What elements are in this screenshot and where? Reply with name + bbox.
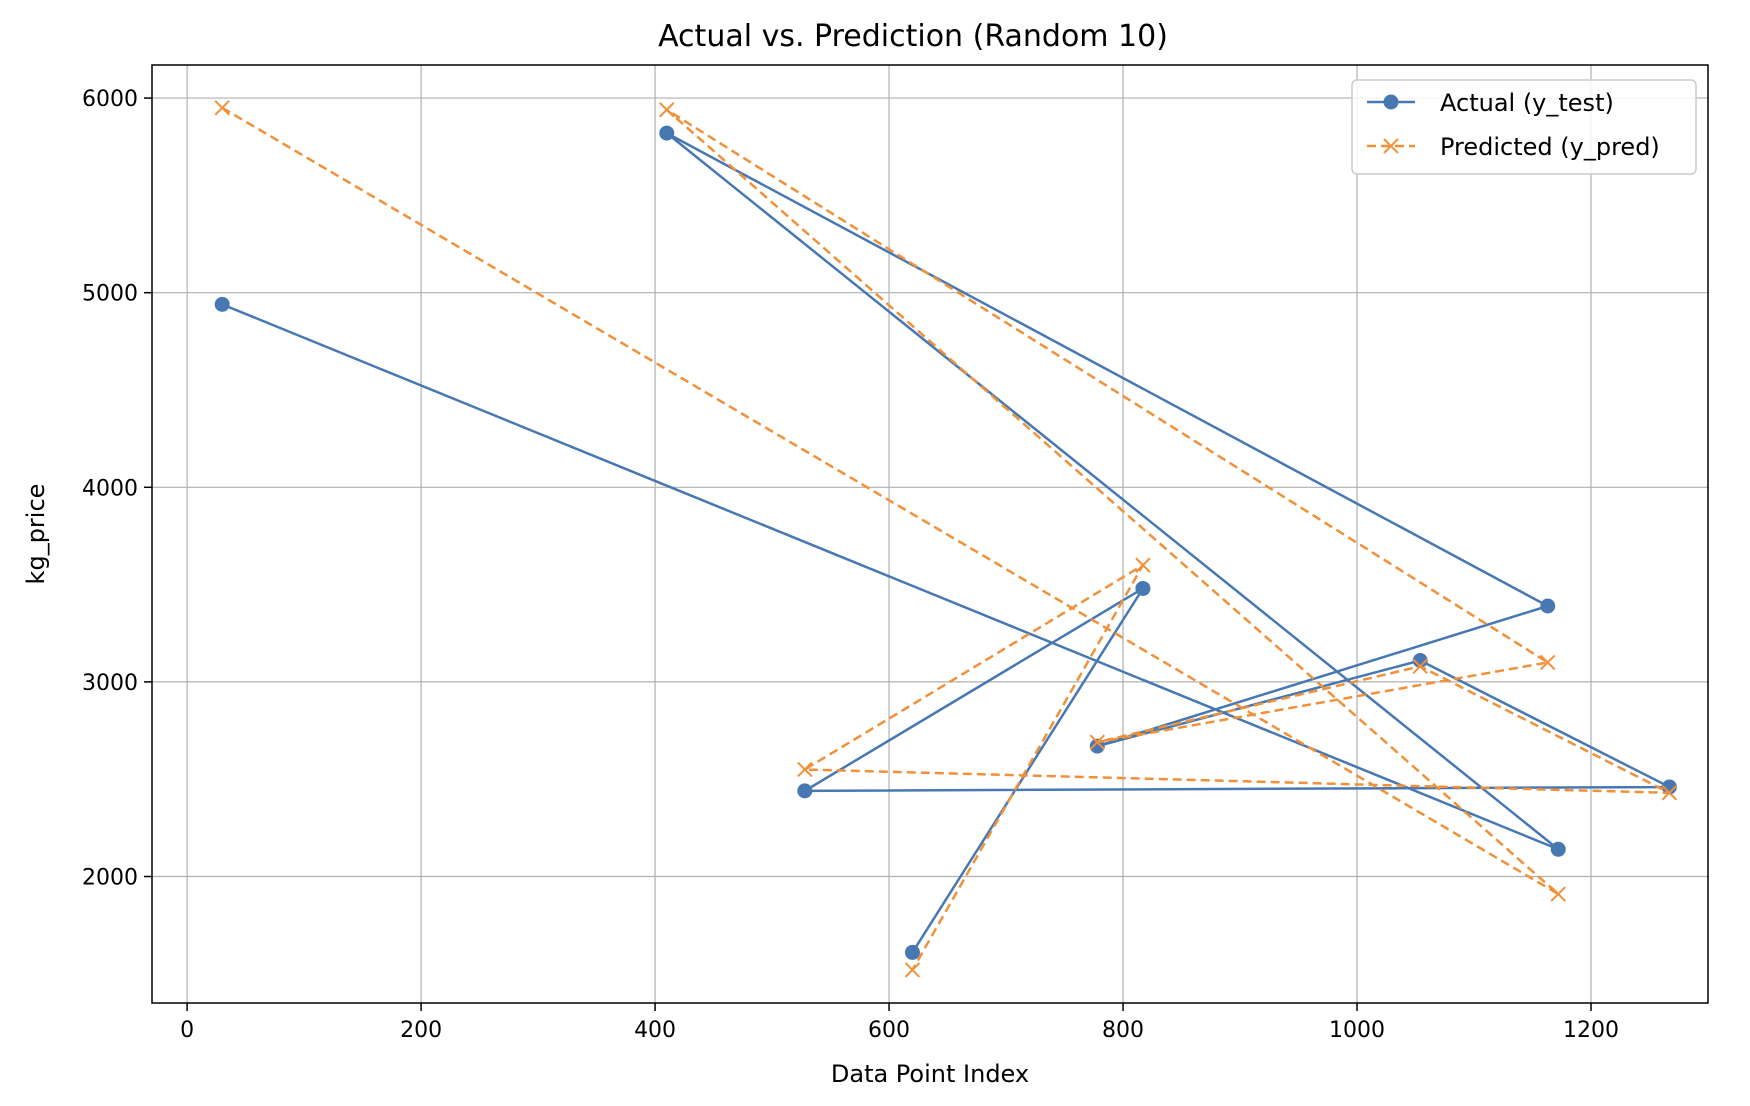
y-tick-label: 3000: [82, 671, 138, 696]
data-point-predicted: [1540, 654, 1556, 671]
y-tick-label: 2000: [82, 866, 138, 891]
y-axis: 2000 3000 4000 5000 6000: [82, 87, 152, 891]
data-point-predicted: [659, 102, 675, 118]
y-axis-label: kg_price: [22, 484, 50, 585]
x-tick-label: 200: [400, 1018, 442, 1043]
plot-frame: [151, 64, 1709, 1004]
data-point-actual: [1135, 580, 1151, 596]
data-point-actual: [1540, 598, 1556, 614]
data-point-predicted: [797, 761, 813, 778]
data-point-predicted: [1412, 658, 1428, 675]
series-layer: [214, 100, 1678, 978]
data-point-actual: [214, 296, 230, 312]
legend-box: [1351, 79, 1697, 175]
data-point-actual: [1412, 652, 1428, 668]
data-point-actual: [1661, 779, 1677, 795]
legend: Actual (y_test) Predicted (y_pred): [1351, 79, 1697, 175]
x-axis-label: Data Point Index: [831, 1060, 1029, 1088]
y-tick-label: 4000: [82, 476, 138, 501]
x-tick-label: 400: [634, 1018, 676, 1043]
legend-label-actual: Actual (y_test): [1440, 89, 1614, 117]
data-point-actual: [1550, 841, 1566, 857]
x-tick-label: 1000: [1329, 1018, 1385, 1043]
x-tick-label: 1200: [1563, 1018, 1619, 1043]
data-point-actual: [797, 783, 813, 799]
data-point-actual: [904, 944, 920, 960]
series-line-predicted: [221, 106, 1671, 971]
x-axis: 0 200 400 600 800 1000 1200: [180, 1003, 1619, 1043]
y-tick-label: 6000: [82, 87, 138, 112]
legend-marker-predicted: [1383, 138, 1399, 154]
data-point-actual: [659, 125, 675, 141]
data-point-predicted: [1661, 785, 1678, 801]
chart-title: Actual vs. Prediction (Random 10): [658, 19, 1168, 54]
data-point-predicted: [1089, 734, 1106, 750]
x-tick-label: 800: [1102, 1018, 1144, 1043]
grid: [152, 65, 1708, 1003]
data-point-predicted: [904, 962, 921, 978]
x-tick-label: 600: [868, 1018, 910, 1043]
data-point-predicted: [1550, 886, 1566, 902]
series-line-actual: [221, 131, 1671, 954]
y-tick-label: 5000: [82, 282, 138, 307]
data-point-predicted: [1135, 557, 1151, 573]
legend-label-predicted: Predicted (y_pred): [1440, 133, 1660, 161]
legend-marker-actual: [1383, 94, 1399, 110]
x-tick-label: 0: [180, 1018, 194, 1043]
data-point-predicted: [214, 100, 230, 116]
